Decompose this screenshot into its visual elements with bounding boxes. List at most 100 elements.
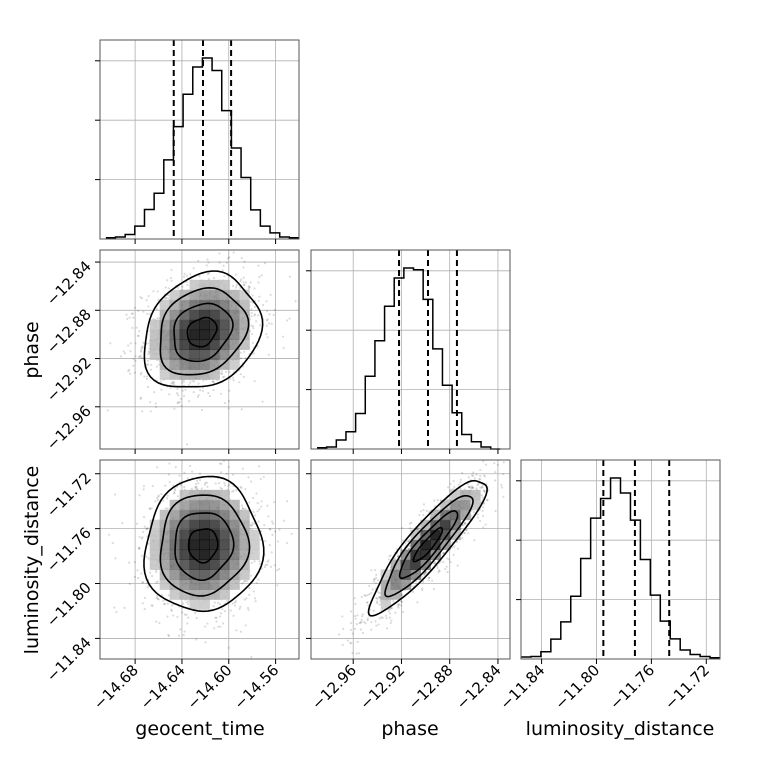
sample-point (472, 474, 475, 477)
y-tick-label: −11.80 (43, 579, 95, 631)
histogram-step (317, 267, 501, 450)
density-cell (219, 309, 230, 321)
sample-point (472, 486, 475, 490)
sample-point (137, 546, 141, 549)
density-cell (229, 579, 240, 590)
sample-point (131, 326, 134, 330)
histogram-panel-luminosity_distance: −11.84 −11.80 −11.76 −11.72 (496, 459, 721, 713)
sample-point (446, 570, 449, 574)
density-cell (169, 369, 181, 380)
sample-point (195, 638, 198, 641)
sample-point (138, 547, 141, 551)
sample-point (479, 477, 482, 481)
sample-point (364, 622, 367, 625)
sample-point (218, 603, 222, 606)
density-cell (199, 559, 210, 570)
sample-point (270, 520, 274, 523)
sample-point (278, 528, 281, 531)
density-cell (199, 309, 210, 321)
sample-point (176, 387, 179, 391)
sample-point (272, 313, 275, 317)
x-tick-label: −12.96 (308, 661, 360, 713)
sample-point (149, 410, 152, 413)
sample-point (166, 615, 169, 618)
sample-point (212, 388, 215, 392)
density-cell (149, 559, 161, 570)
sample-point (471, 486, 474, 490)
sample-point (137, 577, 140, 580)
sample-point (150, 604, 153, 607)
sample-point (428, 510, 431, 513)
sample-point (364, 594, 367, 597)
sample-point (494, 479, 497, 482)
sample-point (263, 566, 267, 569)
sample-point (197, 382, 200, 385)
sample-point (444, 567, 447, 571)
sample-point (202, 379, 205, 382)
sample-point (212, 381, 215, 384)
sample-point (249, 574, 253, 577)
sample-point (239, 286, 242, 290)
sample-point (358, 621, 361, 625)
sample-point (211, 380, 214, 383)
sample-point (255, 446, 257, 448)
sample-point (138, 330, 141, 333)
sample-point (140, 371, 143, 375)
sample-point (148, 507, 152, 510)
sample-point (156, 290, 159, 293)
sample-point (128, 368, 131, 371)
sample-point (445, 565, 448, 568)
sample-point (266, 560, 269, 564)
sample-point (268, 322, 271, 325)
sample-point (140, 348, 143, 352)
sample-point (133, 371, 137, 374)
sample-point (198, 275, 201, 278)
density-cell (209, 339, 220, 350)
sample-point (502, 495, 505, 498)
sample-point (183, 630, 186, 633)
sample-point (471, 486, 474, 489)
density-cell (460, 509, 471, 521)
sample-point (139, 296, 142, 299)
sample-point (228, 256, 231, 259)
sample-point (232, 379, 235, 382)
sample-point (223, 401, 227, 405)
sample-point (244, 281, 248, 284)
sample-point (214, 616, 217, 619)
density-cell (159, 299, 171, 311)
density-cell (179, 339, 191, 350)
sample-point (238, 607, 241, 611)
sample-point (481, 509, 484, 512)
sample-point (183, 272, 186, 275)
sample-point (164, 484, 167, 487)
density-cell (199, 319, 210, 331)
sample-point (397, 603, 400, 606)
sample-point (185, 443, 189, 446)
density-cell (430, 549, 441, 560)
sample-point (388, 612, 392, 615)
sample-point (464, 521, 467, 525)
density-cell (159, 549, 171, 560)
y-tick-label: −11.72 (43, 469, 95, 521)
sample-point (142, 341, 145, 344)
sample-point (196, 395, 200, 399)
sample-point (243, 283, 246, 286)
x-axis-title-luminosity_distance: luminosity_distance (526, 718, 715, 740)
sample-point (357, 652, 361, 655)
sample-point (356, 614, 359, 617)
sample-point (481, 484, 484, 487)
density-cell (229, 319, 240, 331)
sample-point (173, 492, 176, 495)
density-cell (239, 289, 250, 301)
density-cell (209, 499, 220, 511)
sample-point (245, 580, 248, 583)
sample-point (384, 614, 388, 617)
sample-point (390, 619, 393, 622)
sample-point (168, 393, 171, 396)
density-cell (229, 299, 240, 311)
y-tick-label: −12.92 (43, 354, 95, 406)
density-cell (179, 529, 191, 541)
sample-point (240, 256, 243, 260)
sample-point (425, 509, 428, 512)
density-cell (239, 319, 250, 331)
